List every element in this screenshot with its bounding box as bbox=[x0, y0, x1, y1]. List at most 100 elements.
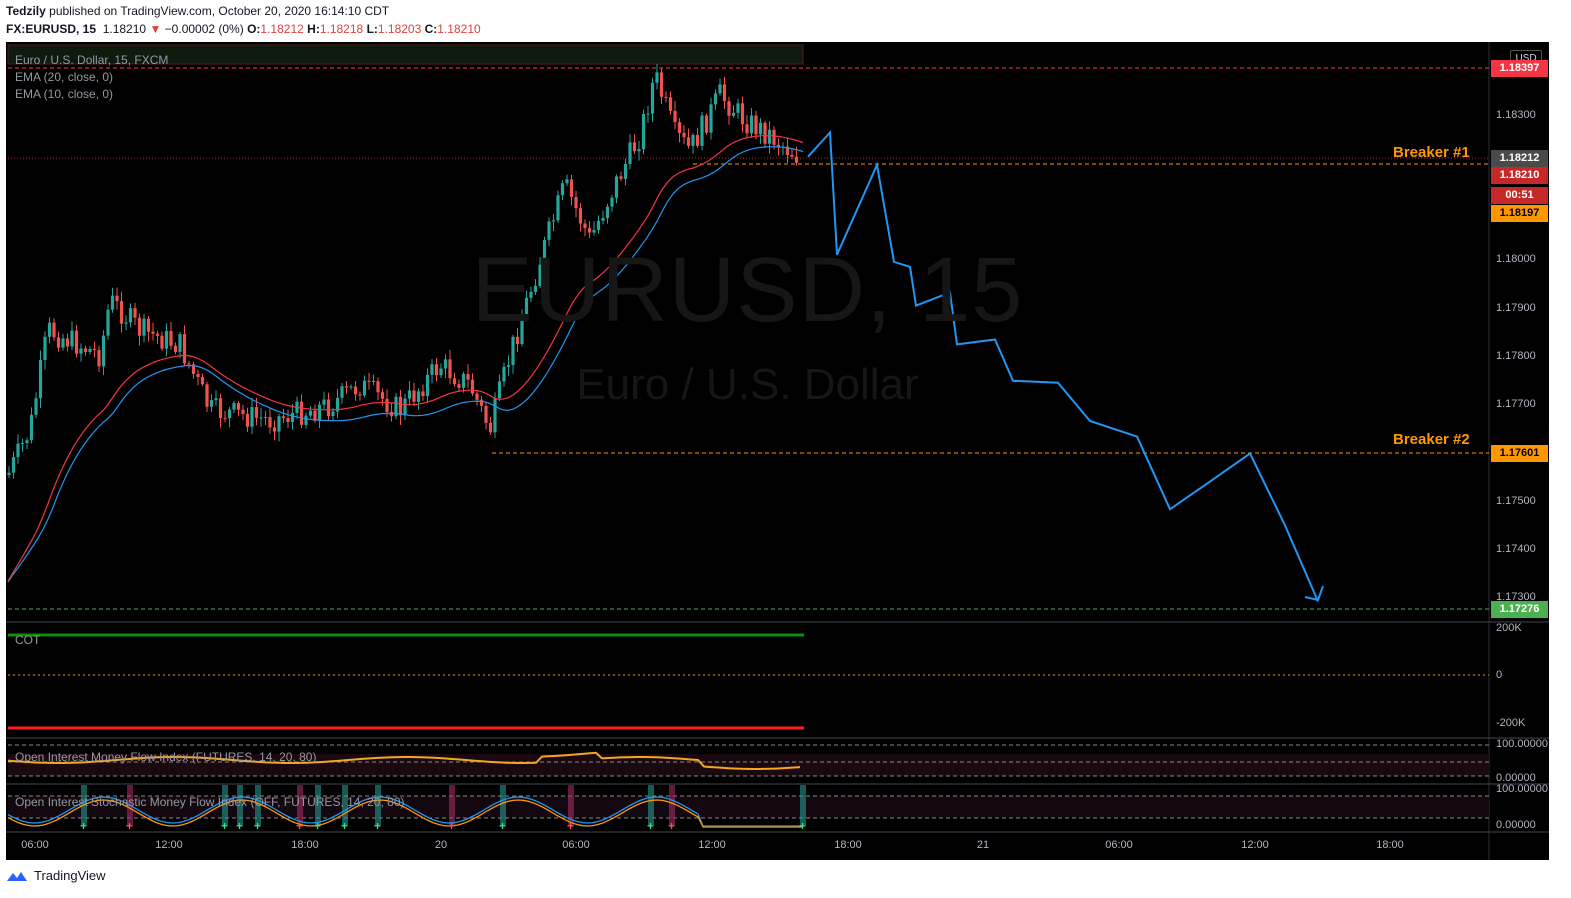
oismfi-bar bbox=[255, 785, 261, 825]
candle-body bbox=[380, 392, 385, 399]
candle-body bbox=[394, 396, 398, 417]
legend-ema20[interactable]: EMA (20, close, 0) bbox=[15, 70, 114, 84]
legend-oismfi[interactable]: Open Interest Stochastic Money Flow Inde… bbox=[15, 795, 405, 809]
time-tick: 06:00 bbox=[1105, 839, 1133, 851]
candle-body bbox=[488, 422, 493, 433]
chart-canvas[interactable]: + + + + + + + + + + + + + + + bbox=[6, 42, 1549, 860]
candle-body bbox=[731, 112, 736, 116]
oismfi-bar bbox=[800, 785, 806, 825]
candle-body bbox=[412, 390, 416, 402]
candle-body bbox=[524, 297, 529, 319]
price-change: −0.00002 (0%) bbox=[164, 22, 244, 36]
candle-body bbox=[704, 115, 709, 133]
candle-body bbox=[538, 264, 542, 286]
candle-body bbox=[92, 348, 97, 351]
candle-body bbox=[254, 407, 259, 418]
forecast-path[interactable] bbox=[807, 130, 1319, 602]
candle-body bbox=[74, 330, 79, 354]
candle-body bbox=[691, 134, 695, 146]
oismfi-signal-icon: + bbox=[80, 819, 87, 833]
candle-body bbox=[421, 391, 425, 397]
candle-body bbox=[200, 376, 205, 385]
candles bbox=[7, 64, 799, 479]
candle-body bbox=[88, 348, 92, 353]
candle-body bbox=[110, 295, 115, 310]
price-tick: 1.18300 bbox=[1496, 109, 1536, 121]
time-tick: 12:00 bbox=[155, 839, 183, 851]
footer-brand[interactable]: TradingView bbox=[6, 868, 106, 883]
time-tick: 06:00 bbox=[562, 839, 590, 851]
candle-body bbox=[389, 411, 394, 417]
candle-body bbox=[695, 134, 700, 146]
chart-background bbox=[6, 42, 1549, 860]
legend-ema10[interactable]: EMA (10, close, 0) bbox=[15, 87, 114, 101]
candle-body bbox=[106, 309, 110, 336]
candle-body bbox=[740, 103, 745, 125]
candle-body bbox=[452, 378, 457, 385]
candle-body bbox=[592, 229, 596, 233]
breaker2-label[interactable]: Breaker #2 bbox=[1393, 431, 1470, 448]
current-price-label: 1.18210 bbox=[1491, 167, 1548, 184]
oismfi-k-line bbox=[7, 796, 803, 827]
watermark-name: Euro / U.S. Dollar bbox=[576, 360, 919, 409]
price-tick: 1.17700 bbox=[1496, 398, 1536, 410]
cot-tick: 0 bbox=[1496, 669, 1503, 681]
candle-body bbox=[668, 97, 673, 111]
legend-oimfi[interactable]: Open Interest Money Flow Index (FUTURES,… bbox=[15, 750, 317, 764]
breaker1-label[interactable]: Breaker #1 bbox=[1393, 144, 1470, 161]
candle-body bbox=[578, 208, 583, 224]
candle-body bbox=[259, 417, 263, 419]
time-tick: 12:00 bbox=[698, 839, 726, 851]
last-price-label: 1.18212 bbox=[1491, 150, 1548, 167]
candle-body bbox=[776, 144, 781, 147]
candle-body bbox=[443, 359, 448, 369]
candle-body bbox=[133, 308, 137, 318]
legend-main[interactable]: Euro / U.S. Dollar, 15, FXCM bbox=[15, 53, 169, 67]
candle-body bbox=[533, 285, 538, 292]
candle-body bbox=[178, 334, 182, 352]
candle-body bbox=[272, 427, 277, 432]
price-tick: 1.17400 bbox=[1496, 543, 1536, 555]
candle-body bbox=[542, 239, 547, 265]
candle-body bbox=[263, 417, 268, 419]
oismfi-signal-icon: + bbox=[296, 819, 303, 833]
candle-body bbox=[700, 115, 704, 146]
candle-body bbox=[83, 348, 88, 353]
author-name[interactable]: Tedzily bbox=[6, 4, 46, 18]
legend-cot[interactable]: COT bbox=[15, 633, 41, 647]
candle-body bbox=[187, 363, 191, 365]
candle-body bbox=[56, 337, 61, 348]
candle-body bbox=[794, 156, 799, 163]
oismfi-bar bbox=[568, 785, 574, 825]
candle-body bbox=[209, 400, 214, 407]
oismfi-d-line bbox=[7, 799, 803, 828]
candle-body bbox=[52, 322, 56, 338]
candle-body bbox=[16, 443, 20, 458]
symbol-label: FX:EURUSD, 15 bbox=[6, 22, 97, 36]
candle-body bbox=[749, 115, 754, 134]
oismfi-signal-icon: + bbox=[567, 819, 574, 833]
candle-body bbox=[290, 412, 295, 423]
forecast-arrowhead bbox=[1304, 585, 1324, 602]
candle-body bbox=[745, 124, 749, 134]
candle-body bbox=[403, 398, 407, 416]
candle-body bbox=[398, 396, 403, 416]
oismfi-signal-icon: + bbox=[448, 819, 455, 833]
candle-body bbox=[484, 405, 488, 423]
candle-body bbox=[286, 418, 290, 423]
candle-body bbox=[547, 221, 551, 240]
candle-body bbox=[583, 223, 587, 229]
candle-body bbox=[790, 154, 794, 157]
candle-body bbox=[97, 350, 101, 367]
last-price: 1.18210 bbox=[102, 22, 147, 36]
candle-body bbox=[191, 364, 196, 374]
candle-body bbox=[79, 348, 83, 354]
tradingview-logo-icon bbox=[7, 871, 27, 881]
candle-body bbox=[371, 380, 376, 382]
candle-body bbox=[650, 82, 655, 114]
candle-body bbox=[565, 179, 569, 184]
high-label: H: bbox=[307, 22, 320, 36]
oismfi-bar bbox=[375, 785, 381, 825]
oismfi-signal-icon: + bbox=[799, 819, 806, 833]
candle-body bbox=[722, 84, 727, 102]
